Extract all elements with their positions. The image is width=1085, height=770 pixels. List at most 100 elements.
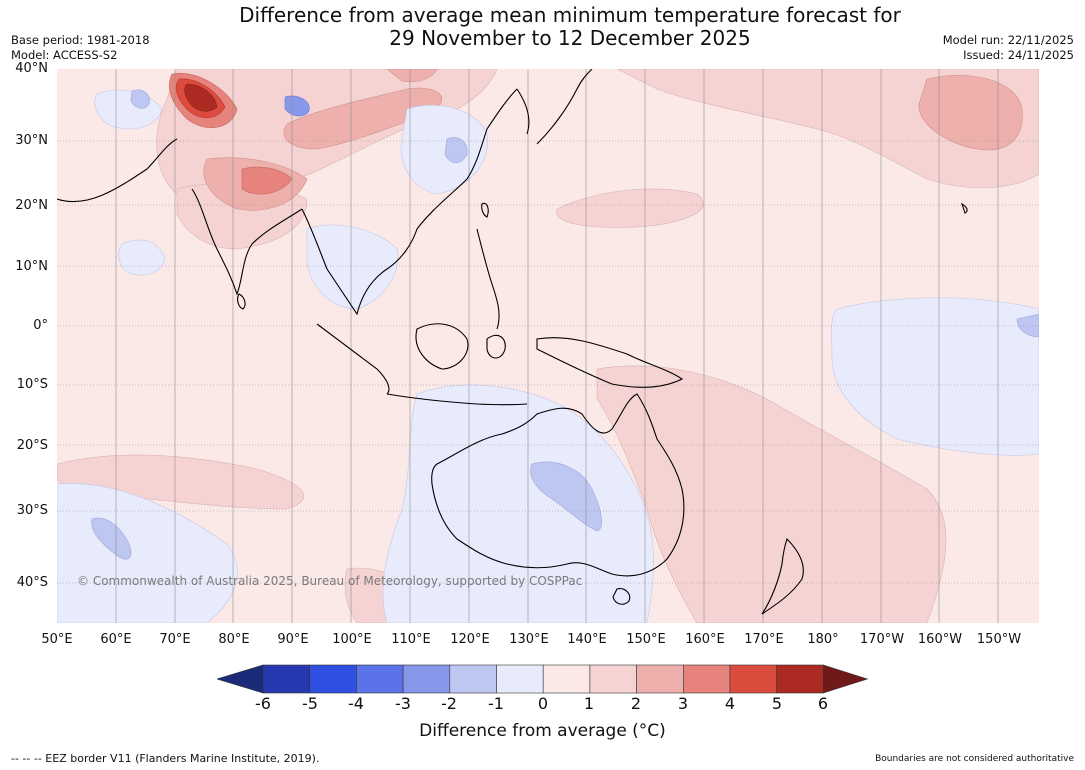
anomaly-region-neg-sea [306,224,399,310]
lat-label-10n: 10°N [15,259,48,274]
colorbar-arrow-max [823,664,869,694]
lat-label-20s: 20°S [16,438,48,453]
anomaly-region-neg2-australia [530,461,602,532]
model-name: Model: ACCESS-S2 [11,48,118,62]
graticule [57,69,1039,623]
colorbar-tick-4: 4 [724,694,736,713]
coast-java [386,393,528,406]
colorbar-segment [402,664,451,694]
colorbar-segment [309,664,357,694]
meta-right: Model run: 22/11/2025 Issued: 24/11/2025 [943,33,1074,63]
coast-hawaii [961,202,968,214]
coast-new-zealand [761,537,804,615]
colorbar-segment [729,664,778,694]
lon-label-150e: 150°E [626,632,666,647]
coast-indochina [301,208,418,316]
lat-label-10s: 10°S [16,377,48,392]
lon-label-100e: 100°E [332,632,372,647]
lon-label-50e: 50°E [41,632,73,647]
anomaly-region-neg2-mongolia [130,89,150,109]
issued-date: Issued: 24/11/2025 [963,48,1074,62]
anomaly-region-neg-equatorial-pacific [831,297,1039,456]
lon-label-130e: 130°E [509,632,549,647]
colorbar-segment [496,664,544,694]
colorbar-tick--5: -5 [302,694,318,713]
coast-china [416,88,518,230]
colorbar-tick-5: 5 [771,694,783,713]
lon-label-80e: 80°E [218,632,250,647]
coast-india [191,188,303,296]
coast-korea [516,88,530,135]
anomaly-region-neg2-indian [91,517,132,560]
lon-label-160w: 160°W [917,632,963,647]
colorbar-segment [589,664,637,694]
colorbar-segment [356,664,404,694]
anomaly-region-neg-china-east [400,104,488,195]
lon-label-180: 180° [807,632,839,647]
lon-label-60e: 60°E [100,632,132,647]
colorbar-tick-2: 2 [630,694,642,713]
coast-tasmania [612,588,631,605]
coast-philippines [476,228,500,330]
anomaly-region-neg2-pacific-e [1016,313,1039,338]
colorbar-tick-0: 0 [537,694,549,713]
lon-label-110e: 110°E [391,632,431,647]
lat-label-40n: 40°N [15,61,48,76]
copyright-notice: © Commonwealth of Australia 2025, Bureau… [77,574,583,588]
lon-label-90e: 90°E [277,632,309,647]
lat-label-30s: 30°S [16,503,48,518]
colorbar-tick--4: -4 [348,694,364,713]
coast-new-guinea [536,337,684,388]
anomaly-region-pos-coral-sea [596,365,947,623]
colorbar-tick-1: 1 [583,694,595,713]
anomaly-region-pos-pacific-n2 [556,188,704,228]
colorbar-segment [636,664,684,694]
lat-label-20n: 20°N [15,198,48,213]
lon-label-140e: 140°E [567,632,607,647]
lat-label-30n: 30°N [15,133,48,148]
lon-label-170w: 170°W [859,632,905,647]
coast-sumatra [316,323,390,395]
anomaly-region-neg2-china [444,137,468,163]
lon-label-160e: 160°E [685,632,725,647]
forecast-map[interactable]: © Commonwealth of Australia 2025, Bureau… [57,69,1039,623]
boundaries-note: Boundaries are not considered authoritat… [875,754,1074,764]
lon-label-150w: 150°W [976,632,1022,647]
coast-japan [536,69,593,145]
colorbar-segment [542,664,591,694]
title-line-1: Difference from average mean minimum tem… [239,3,901,27]
colorbar-segment [449,664,497,694]
model-run: Model run: 22/11/2025 [942,33,1074,47]
colorbar-arrow-min [217,664,264,694]
lon-label-120e: 120°E [450,632,490,647]
colorbar-tick-3: 3 [677,694,689,713]
colorbar-tick--2: -2 [441,694,457,713]
coast-borneo [415,323,469,370]
colorbar-title: Difference from average (°C) [419,721,666,741]
colorbar-tick--6: -6 [255,694,271,713]
colorbar-tick--3: -3 [395,694,411,713]
anomaly-region-pos3-north [386,69,438,83]
lon-label-70e: 70°E [159,632,191,647]
colorbar [217,664,869,694]
coast-arabia [57,138,178,203]
eez-note: -- -- -- EEZ border V11 (Flanders Marine… [11,752,320,765]
coast-sri-lanka [237,293,246,310]
meta-left: Base period: 1981-2018 Model: ACCESS-S2 [11,33,150,63]
colorbar-segment [262,664,311,694]
colorbar-tick-6: 6 [817,694,829,713]
map-title: Difference from average mean minimum tem… [0,4,1085,50]
colorbar-segment [682,664,731,694]
anomaly-region-pos3-pacific [918,74,1023,151]
coastlines [57,69,968,615]
title-line-2: 29 November to 12 December 2025 [389,26,751,50]
colorbar-tick--1: -1 [488,694,504,713]
lat-label-0: 0° [33,318,48,333]
anomaly-region-pos6-tarim [184,83,218,112]
lon-label-170e: 170°E [744,632,784,647]
colorbar-segment [776,664,824,694]
map-canvas [57,69,1039,623]
coast-sulawesi [486,334,506,359]
coast-australia [431,393,685,577]
lat-label-40s: 40°S [16,575,48,590]
